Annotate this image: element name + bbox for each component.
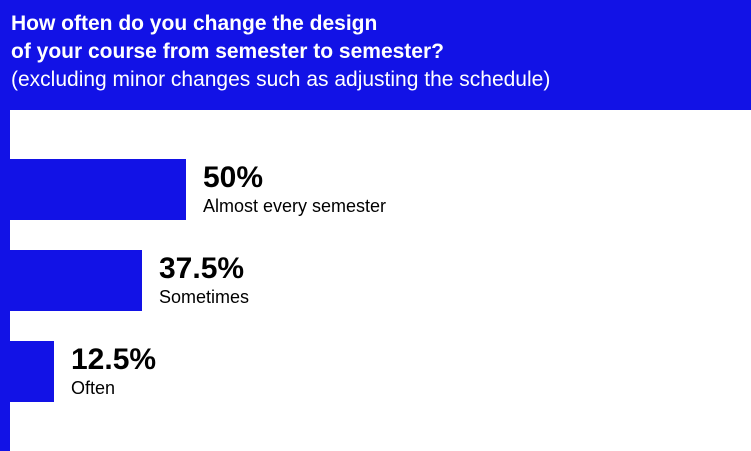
value-label-1: 50% xyxy=(203,161,263,194)
chart-header: How often do you change the design of yo… xyxy=(0,0,751,110)
category-label-3: Often xyxy=(71,378,115,398)
chart-title-line-2: of your course from semester to semester… xyxy=(11,40,444,63)
bar-2 xyxy=(10,250,142,311)
chart-title-line-1: How often do you change the design xyxy=(11,12,378,35)
value-label-3: 12.5% xyxy=(71,343,156,376)
category-label-2: Sometimes xyxy=(159,287,249,307)
bar-3 xyxy=(10,341,54,402)
category-label-1: Almost every semester xyxy=(203,196,386,216)
bar-chart: 50%Almost every semester 37.5%Sometimes 12… xyxy=(0,110,386,451)
y-axis-line xyxy=(0,110,10,451)
bar-1 xyxy=(10,159,186,220)
bars-group: 50%Almost every semester 37.5%Sometimes 12… xyxy=(10,159,386,402)
value-label-2: 37.5% xyxy=(159,252,244,285)
chart-subtitle: (excluding minor changes such as adjusti… xyxy=(11,68,551,91)
